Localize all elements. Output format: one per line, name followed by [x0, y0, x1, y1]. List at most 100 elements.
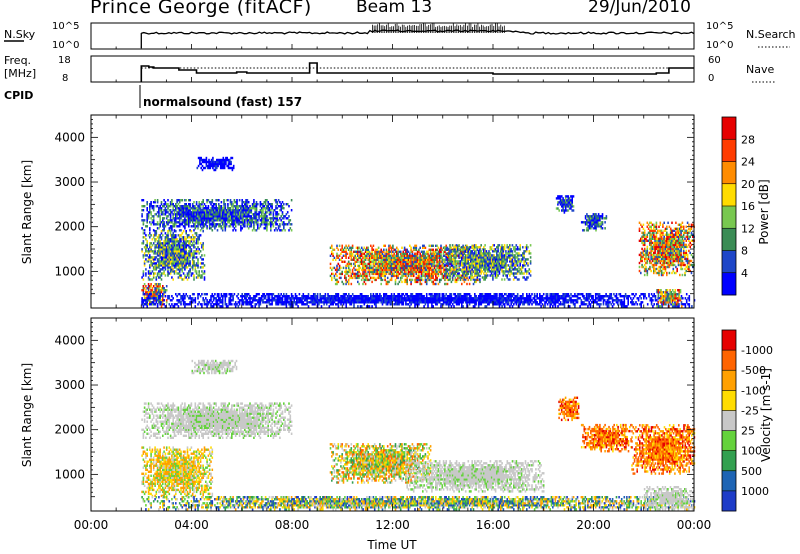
echo-cell [146, 287, 148, 289]
echo-cell [470, 295, 472, 297]
echo-cell [629, 295, 631, 297]
echo-cell [583, 295, 585, 297]
echo-cell [640, 297, 642, 299]
noise-sky-trace [141, 30, 694, 48]
echo-cell [195, 297, 197, 299]
echo-cell [613, 303, 615, 305]
echo-cell [196, 207, 198, 209]
echo-cell [369, 305, 371, 307]
echo-cell [158, 211, 160, 213]
echo-cell [149, 297, 151, 299]
echo-cell [258, 293, 260, 295]
echo-cell [184, 297, 186, 299]
echo-cell [248, 201, 250, 203]
echo-cell [642, 301, 644, 303]
echo-cell [325, 293, 327, 295]
echo-cell [170, 209, 172, 211]
echo-cell [686, 293, 688, 295]
echo-cell [214, 293, 216, 295]
echo-cell [689, 303, 691, 305]
echo-cell [339, 245, 341, 247]
noise-left-tick-bottom: 10^0 [52, 40, 79, 51]
echo-cell [197, 258, 199, 260]
echo-cell [201, 270, 203, 272]
echo-cell [288, 295, 290, 297]
echo-cell [146, 207, 148, 209]
echo-cell [189, 203, 191, 205]
echo-cell [278, 213, 280, 215]
echo-cell [146, 297, 148, 299]
freq-left-tick-bottom: 8 [62, 73, 68, 84]
echo-cell [202, 242, 204, 244]
echo-cell [432, 245, 434, 247]
echo-cell [283, 203, 285, 205]
echo-cell [149, 227, 151, 229]
echo-cell [336, 245, 338, 247]
echo-cell [161, 278, 163, 280]
echo-cell [191, 230, 193, 232]
echo-cell [221, 201, 223, 203]
echo-cell [347, 253, 349, 255]
echo-cell [180, 274, 182, 276]
echo-cell [451, 293, 453, 295]
echo-cell [198, 234, 200, 236]
echo-cell [270, 211, 272, 213]
echo-cell [153, 252, 155, 254]
echo-cell [340, 267, 342, 269]
echo-cell [162, 234, 164, 236]
echo-cell [200, 250, 202, 252]
echo-cell [198, 201, 200, 203]
echo-cell [170, 272, 172, 274]
noise-strip: N.Sky 10^5 10^0 10^5 10^0 N.Search [4, 21, 796, 51]
echo-cell [196, 232, 198, 234]
echo-cell [365, 283, 367, 285]
nave-label: Nave [746, 63, 774, 76]
echo-cell [149, 270, 151, 272]
echo-cell [156, 232, 158, 234]
echo-cell [279, 223, 281, 225]
echo-cell [345, 283, 347, 285]
echo-cell [150, 234, 152, 236]
echo-cell [196, 272, 198, 274]
echo-cell [627, 297, 629, 299]
echo-cell [338, 249, 340, 251]
echo-cell [412, 279, 414, 281]
echo-cell [292, 295, 294, 297]
echo-cell [682, 297, 684, 299]
echo-cell [193, 274, 195, 276]
echo-cell [371, 305, 373, 307]
echo-cell [196, 201, 198, 203]
echo-cell [291, 223, 293, 225]
echo-cell [282, 297, 284, 299]
echo-cell [161, 201, 163, 203]
echo-cell [196, 211, 198, 213]
echo-cell [351, 283, 353, 285]
echo-cell [252, 305, 254, 307]
echo-cell [291, 209, 293, 211]
echo-cell [296, 295, 298, 297]
echo-cell [153, 229, 155, 231]
echo-cell [351, 263, 353, 265]
echo-cell [227, 203, 229, 205]
echo-cell [273, 211, 275, 213]
echo-cell [146, 240, 148, 242]
echo-cell [196, 270, 198, 272]
echo-cell [378, 247, 380, 249]
echo-cell [165, 274, 167, 276]
echo-cell [153, 266, 155, 268]
echo-cell [215, 203, 217, 205]
echo-cell [153, 291, 155, 293]
echo-cell [143, 199, 145, 201]
echo-cell [341, 245, 343, 247]
echo-cell [330, 263, 332, 265]
echo-cell [145, 272, 147, 274]
cpid-label: CPID [4, 89, 33, 102]
echo-cell [183, 230, 185, 232]
echo-cell [197, 297, 199, 299]
echo-cell [341, 271, 343, 273]
echo-cell [146, 260, 148, 262]
echo-cell [419, 247, 421, 249]
echo-cell [536, 293, 538, 295]
echo-cell [157, 199, 159, 201]
echo-cell [647, 303, 649, 305]
